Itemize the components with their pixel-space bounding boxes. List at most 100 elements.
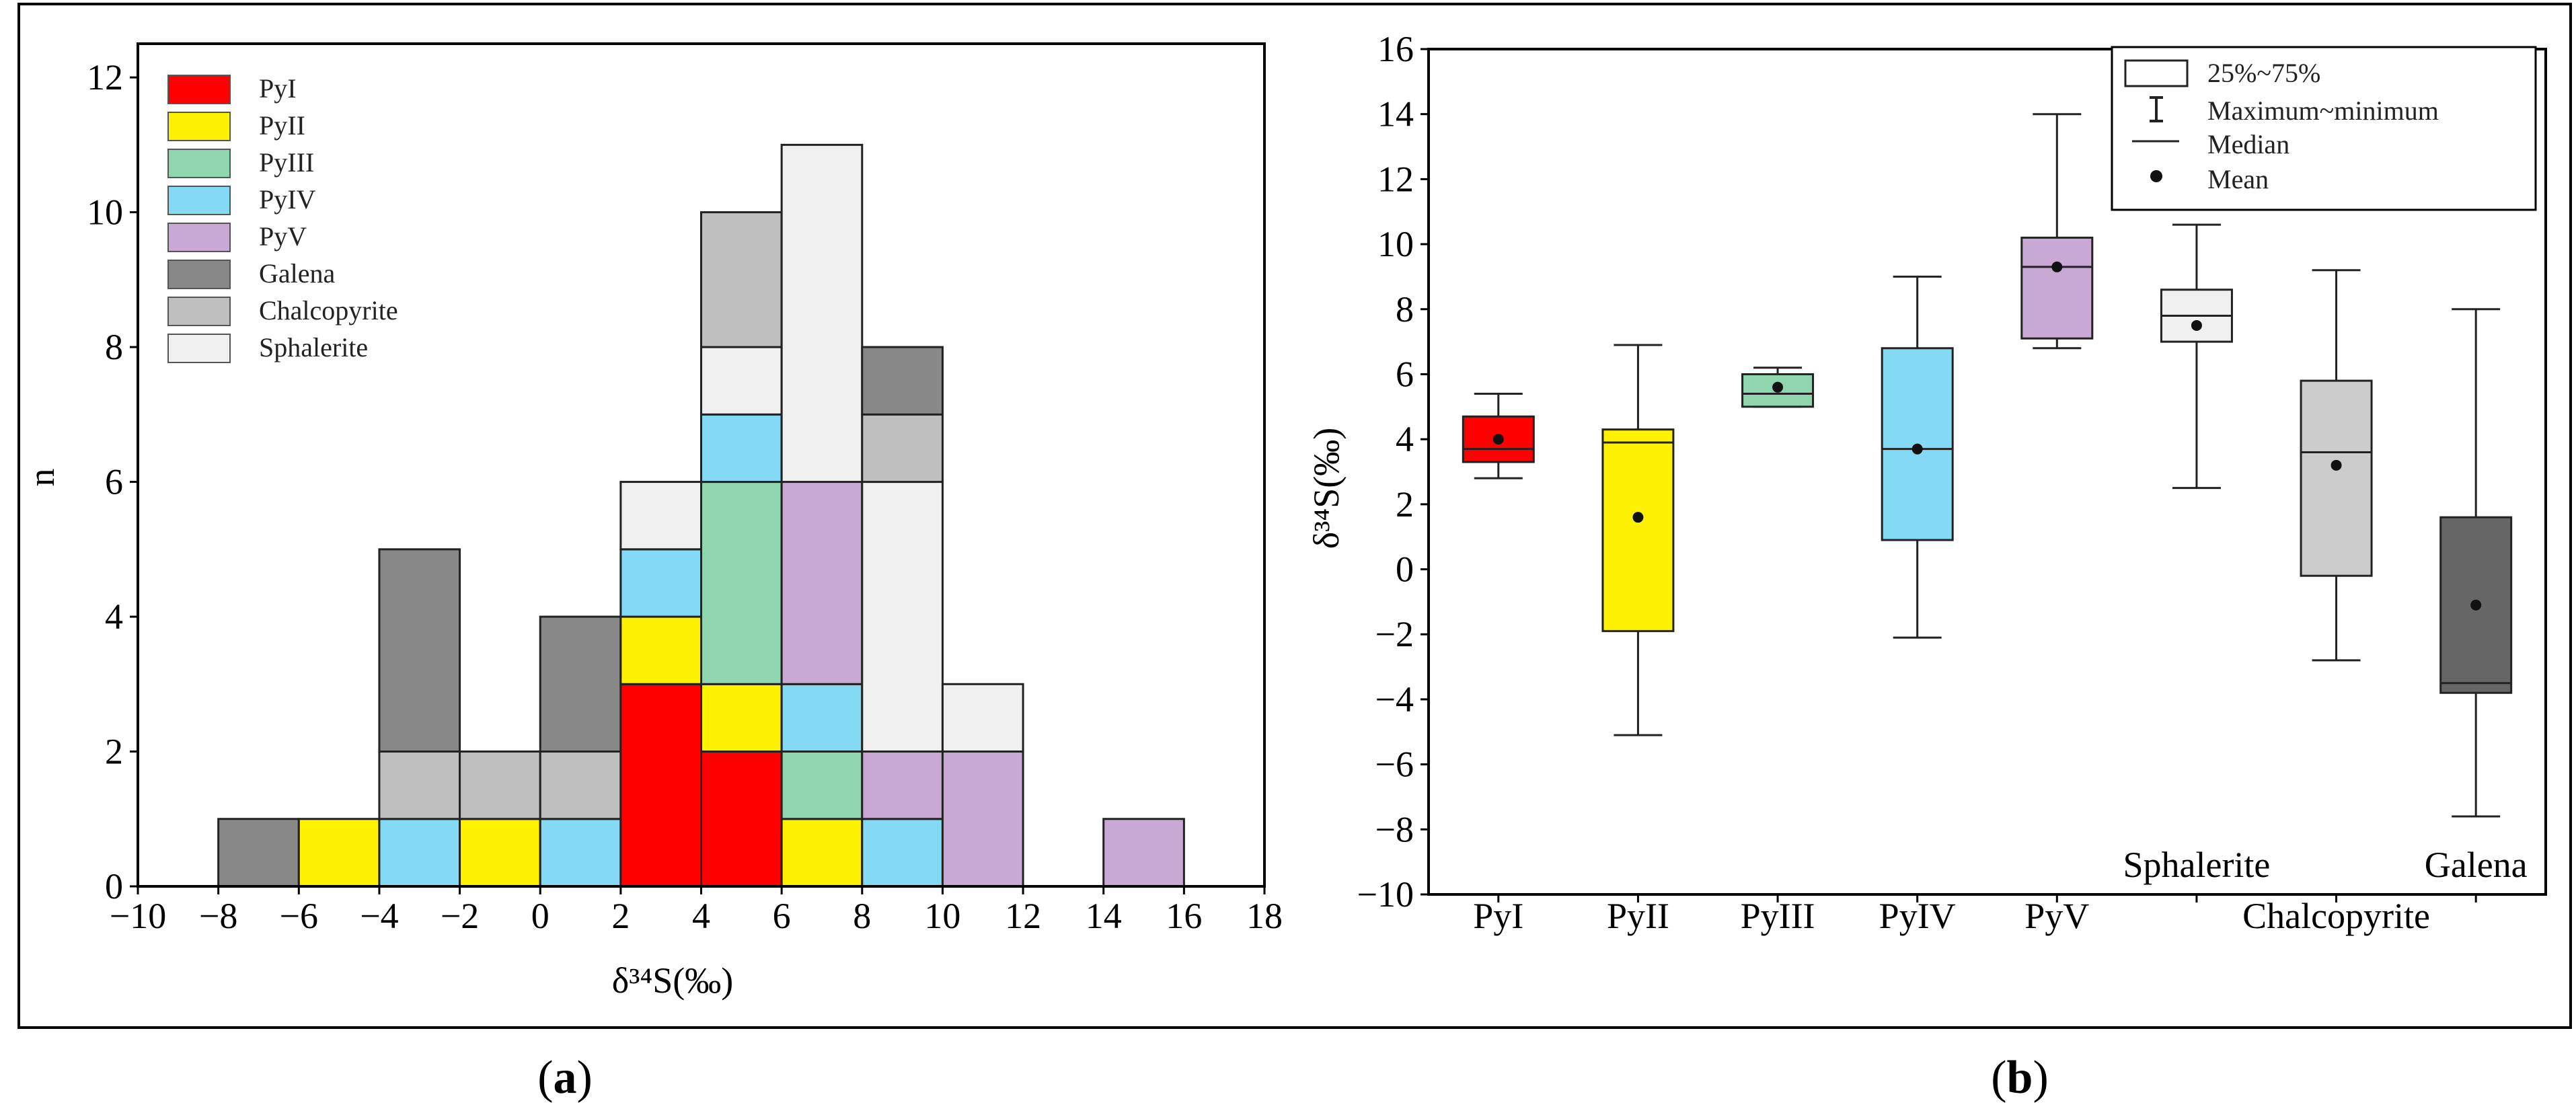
- histogram-bar-segment: [619, 548, 702, 618]
- boxplot-category-label: PyIV: [1879, 896, 1956, 936]
- histogram-bar-segment: [378, 548, 461, 753]
- legend-label-pyii: PyII: [259, 110, 305, 141]
- boxplot-y-tick-label: 0: [1396, 549, 1414, 590]
- histogram-x-tick-label: −4: [360, 896, 398, 936]
- histogram-legend: PyI PyII PyIII PyIV PyV Galena Chalcopyrite Sph…: [167, 73, 398, 363]
- histogram-y-tick-label: 12: [87, 57, 123, 98]
- legend-mean-swatch: [2150, 170, 2162, 182]
- boxplot-y-tick-label: −8: [1375, 809, 1414, 849]
- histogram-x-tick-label: 6: [773, 896, 791, 936]
- boxplot-category-label: PyI: [1473, 896, 1523, 936]
- legend-label-galena: Galena: [259, 258, 336, 289]
- histogram-bar-segment: [539, 615, 622, 753]
- figure-frame: [17, 3, 2572, 1029]
- box-iqr: [1601, 428, 1675, 632]
- histogram-bar-segment: [539, 751, 622, 820]
- box-mean-dot: [2470, 599, 2482, 611]
- histogram-bar-segment: [780, 683, 864, 753]
- boxplot-panel: −10 −8 −6 −4 −2 0 2 4 6 8 10 12 14 16 PyI PyII PyIII PyIV…: [1306, 29, 2547, 936]
- histogram-y-tick-label: 10: [87, 192, 123, 233]
- histogram-y-axis-label: n: [22, 469, 62, 487]
- histogram-bar-segment: [619, 481, 702, 551]
- boxplot-category-label: Chalcopyrite: [2242, 896, 2430, 936]
- histogram-x-tick-label: 16: [1166, 896, 1202, 936]
- histogram-bar-segment: [378, 818, 461, 888]
- histogram-bar-segment: [700, 683, 783, 753]
- boxplot-y-tick-label: 8: [1396, 289, 1414, 330]
- boxplot-category-label: PyIII: [1741, 896, 1815, 936]
- histogram-bar-segment: [619, 683, 702, 888]
- boxplot-category-label: Sphalerite: [2123, 845, 2270, 885]
- box-mean-dot: [2051, 261, 2063, 272]
- boxplot-boxes: [1462, 113, 2513, 818]
- legend-label-chalcopyrite: Chalcopyrite: [259, 295, 398, 325]
- histogram-bar-segment: [941, 751, 1024, 888]
- boxplot-legend-label: Median: [2207, 129, 2289, 159]
- legend-label-pyi: PyI: [259, 73, 297, 104]
- histogram-x-axis-label: δ³⁴S(‰): [612, 960, 733, 1001]
- boxplot-y-axis-label: δ³⁴S(‰): [1306, 428, 1347, 549]
- histogram-bar-segment: [861, 818, 944, 888]
- histogram-bar-segment: [1102, 818, 1185, 888]
- histogram-bar-segment: [700, 751, 783, 888]
- boxplot-y-tick-label: 10: [1377, 224, 1414, 264]
- histogram-x-tick-label: 4: [692, 896, 710, 936]
- boxplot-y-tick-label: −10: [1357, 874, 1414, 915]
- legend-swatch-chalcopyrite: [167, 297, 231, 326]
- histogram-x-tick-label: −2: [441, 896, 479, 936]
- histogram-bar-segment: [459, 751, 541, 820]
- legend-swatch-sphalerite: [167, 334, 231, 363]
- histogram-x-tick-label: −10: [110, 896, 166, 936]
- histogram-x-tick-label: −8: [199, 896, 237, 936]
- histogram-bar-segment: [217, 818, 300, 888]
- boxplot-y-tick-label: 12: [1377, 159, 1414, 199]
- histogram-y-tick-label: 8: [105, 327, 123, 367]
- legend-label-pyiii: PyIII: [259, 147, 314, 178]
- histogram-bar-segment: [700, 211, 783, 348]
- boxplot-y-tick-label: −6: [1375, 744, 1414, 785]
- histogram-bar-segment: [780, 143, 864, 484]
- boxplot-y-tick-label: 2: [1396, 484, 1414, 525]
- box-mean-dot: [1772, 381, 1784, 393]
- legend-swatch-pyiv: [167, 186, 231, 215]
- histogram-axes: −10 −8 −6 −4 −2 0 2 4 6 8 10 12 14 16 18 0 2 4 6 8 10 12: [87, 42, 1283, 936]
- boxplot-y-tick-label: 6: [1396, 354, 1414, 394]
- histogram-y-tick-label: 4: [105, 597, 123, 637]
- histogram-bar-segment: [861, 481, 944, 753]
- histogram-x-tick-label: 18: [1246, 896, 1283, 936]
- histogram-bar-segment: [861, 751, 944, 820]
- box-mean-dot: [1911, 443, 1923, 455]
- boxplot-category-label: Galena: [2425, 845, 2528, 885]
- boxplot-category-label: PyV: [2024, 896, 2089, 936]
- histogram-bar-segment: [619, 615, 702, 685]
- boxplot-legend-label: Maximum~minimum: [2207, 95, 2439, 126]
- legend-swatch-pyi: [167, 75, 231, 104]
- histogram-x-tick-label: 2: [611, 896, 630, 936]
- panel-a-caption: (a): [537, 1052, 593, 1104]
- boxplot-y-tick-label: 16: [1377, 29, 1414, 69]
- histogram-bar-segment: [780, 751, 864, 820]
- histogram-x-tick-label: −6: [280, 896, 318, 936]
- box-iqr: [2300, 379, 2373, 577]
- legend-label-pyiv: PyIV: [259, 184, 316, 215]
- histogram-bar-segment: [459, 818, 541, 888]
- histogram-x-tick-label: 10: [924, 896, 960, 936]
- legend-label-sphalerite: Sphalerite: [259, 332, 368, 362]
- legend-swatch-galena: [167, 260, 231, 289]
- histogram-bar-segment: [700, 481, 783, 685]
- boxplot-axes: −10 −8 −6 −4 −2 0 2 4 6 8 10 12 14 16 PyI PyII PyIII PyIV…: [1357, 29, 2547, 936]
- box-mean-dot: [2191, 319, 2202, 331]
- boxplot-y-tick-label: 14: [1377, 94, 1414, 134]
- legend-swatch-pyiii: [167, 149, 231, 178]
- boxplot-plot-frame: [1427, 48, 2547, 896]
- boxplot-y-tick-label: −4: [1375, 679, 1414, 720]
- histogram-y-tick-label: 0: [105, 866, 123, 907]
- boxplot-legend-label: Mean: [2207, 164, 2269, 194]
- histogram-bar-segment: [539, 818, 622, 888]
- legend-iqr-swatch: [2124, 59, 2189, 87]
- histogram-y-tick-label: 6: [105, 462, 123, 502]
- histogram-x-tick-label: 0: [531, 896, 550, 936]
